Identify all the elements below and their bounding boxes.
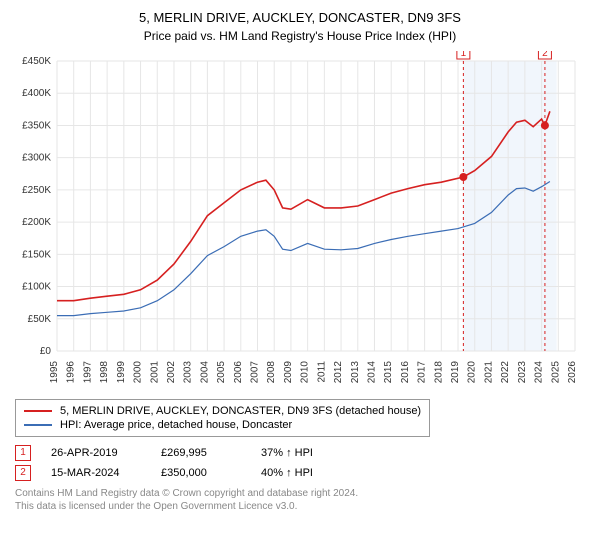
svg-text:2024: 2024: [534, 360, 545, 383]
sale-marker: 1: [15, 445, 31, 461]
footer-line1: Contains HM Land Registry data © Crown c…: [15, 487, 585, 500]
sale-price: £269,995: [161, 447, 241, 459]
svg-text:2004: 2004: [199, 360, 210, 383]
svg-text:2007: 2007: [250, 360, 261, 383]
sale-marker: 2: [15, 465, 31, 481]
svg-text:2025: 2025: [550, 360, 561, 383]
svg-text:2026: 2026: [567, 360, 578, 383]
svg-text:2018: 2018: [433, 360, 444, 383]
legend-swatch: [24, 410, 52, 412]
legend-swatch: [24, 424, 52, 426]
footer-line2: This data is licensed under the Open Gov…: [15, 500, 585, 513]
svg-text:£50K: £50K: [28, 314, 52, 325]
svg-text:2015: 2015: [383, 360, 394, 383]
legend-item: HPI: Average price, detached house, Donc…: [24, 418, 421, 432]
svg-text:£100K: £100K: [22, 281, 51, 292]
legend-item: 5, MERLIN DRIVE, AUCKLEY, DONCASTER, DN9…: [24, 404, 421, 418]
svg-text:2005: 2005: [216, 360, 227, 383]
svg-text:2013: 2013: [350, 360, 361, 383]
svg-text:2019: 2019: [450, 360, 461, 383]
svg-text:1999: 1999: [116, 360, 127, 383]
sale-delta: 37% ↑ HPI: [261, 447, 341, 459]
svg-text:2022: 2022: [500, 360, 511, 383]
svg-text:2006: 2006: [233, 360, 244, 383]
svg-text:£0: £0: [40, 346, 52, 357]
legend: 5, MERLIN DRIVE, AUCKLEY, DONCASTER, DN9…: [15, 399, 430, 437]
svg-text:2002: 2002: [166, 360, 177, 383]
svg-text:2012: 2012: [333, 360, 344, 383]
svg-text:1995: 1995: [49, 360, 60, 383]
svg-text:2020: 2020: [467, 360, 478, 383]
footer-text: Contains HM Land Registry data © Crown c…: [15, 487, 585, 513]
svg-text:£300K: £300K: [22, 153, 51, 164]
svg-text:2: 2: [542, 51, 548, 59]
legend-label: HPI: Average price, detached house, Donc…: [60, 419, 292, 431]
sale-row: 2 15-MAR-2024 £350,000 40% ↑ HPI: [15, 463, 585, 483]
svg-text:2021: 2021: [483, 360, 494, 383]
svg-text:£150K: £150K: [22, 249, 51, 260]
line-chart: £0 £50K £100K £150K £200K £250K £300K £350K £400…: [15, 51, 585, 391]
chart-area: £0 £50K £100K £150K £200K £250K £300K £350K £400…: [15, 51, 585, 391]
sale-date: 15-MAR-2024: [51, 467, 141, 479]
svg-text:£250K: £250K: [22, 185, 51, 196]
svg-text:1998: 1998: [99, 360, 110, 383]
svg-text:2001: 2001: [149, 360, 160, 383]
sale-delta: 40% ↑ HPI: [261, 467, 341, 479]
chart-subtitle: Price paid vs. HM Land Registry's House …: [15, 29, 585, 43]
svg-text:2009: 2009: [283, 360, 294, 383]
legend-label: 5, MERLIN DRIVE, AUCKLEY, DONCASTER, DN9…: [60, 405, 421, 417]
svg-text:1: 1: [461, 51, 467, 59]
svg-text:1997: 1997: [82, 360, 93, 383]
svg-text:2003: 2003: [183, 360, 194, 383]
svg-text:2017: 2017: [417, 360, 428, 383]
svg-text:2000: 2000: [133, 360, 144, 383]
svg-text:2011: 2011: [316, 360, 327, 382]
svg-text:2008: 2008: [266, 360, 277, 383]
sale-row: 1 26-APR-2019 £269,995 37% ↑ HPI: [15, 443, 585, 463]
sale-date: 26-APR-2019: [51, 447, 141, 459]
svg-text:2023: 2023: [517, 360, 528, 383]
svg-text:£400K: £400K: [22, 88, 51, 99]
svg-text:1996: 1996: [66, 360, 77, 383]
svg-text:£450K: £450K: [22, 56, 51, 67]
svg-text:£350K: £350K: [22, 120, 51, 131]
sale-price: £350,000: [161, 467, 241, 479]
svg-text:2014: 2014: [366, 360, 377, 383]
svg-text:£200K: £200K: [22, 217, 51, 228]
svg-text:2016: 2016: [400, 360, 411, 383]
chart-title: 5, MERLIN DRIVE, AUCKLEY, DONCASTER, DN9…: [15, 10, 585, 27]
svg-text:2010: 2010: [300, 360, 311, 383]
